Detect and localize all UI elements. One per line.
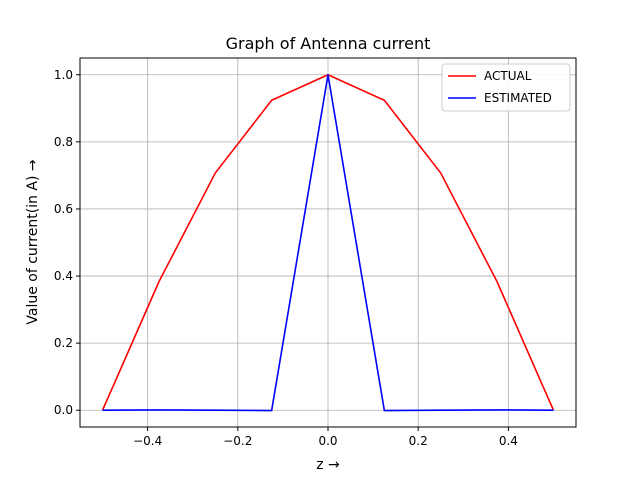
series-line-estimated <box>102 73 554 412</box>
legend-label: ESTIMATED <box>484 91 552 105</box>
y-tick-label: 1.0 <box>54 68 73 82</box>
y-tick-label: 0.6 <box>54 202 73 216</box>
x-tick-label: −0.2 <box>223 434 252 448</box>
series-lines <box>101 73 555 412</box>
y-tick-label: 0.2 <box>54 336 73 350</box>
y-tick-label: 0.0 <box>54 403 73 417</box>
x-tick-label: 0.2 <box>409 434 428 448</box>
x-tick-label: 0.4 <box>499 434 518 448</box>
legend-label: ACTUAL <box>484 69 532 83</box>
chart-title: Graph of Antenna current <box>226 34 431 53</box>
ticks: −0.4 −0.2 0.0 0.2 0.4 0.0 0.2 0.4 0.6 0.8 1.0 <box>54 68 518 448</box>
x-tick-label: 0.0 <box>318 434 337 448</box>
legend: ACTUAL ESTIMATED <box>441 63 571 112</box>
x-tick-label: −0.4 <box>133 434 162 448</box>
y-tick-label: 0.8 <box>54 135 73 149</box>
y-axis-label: Value of current(in A) → <box>25 159 41 325</box>
y-tick-label: 0.4 <box>54 269 73 283</box>
x-axis-label: z → <box>316 457 340 473</box>
